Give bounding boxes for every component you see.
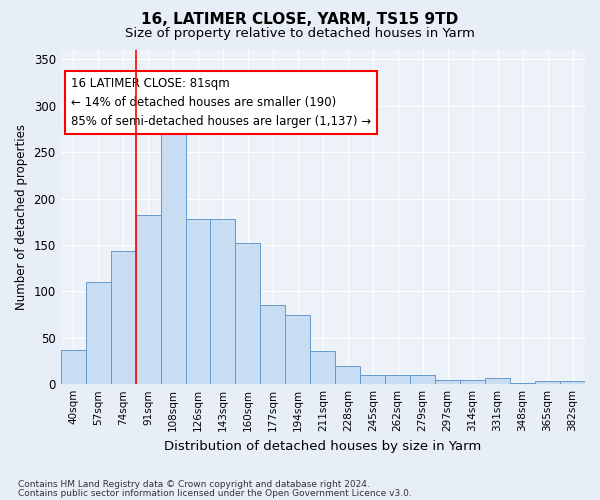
Bar xyxy=(260,306,286,384)
Text: Contains public sector information licensed under the Open Government Licence v3: Contains public sector information licen… xyxy=(18,488,412,498)
Bar xyxy=(435,380,460,384)
Text: 16 LATIMER CLOSE: 81sqm
← 14% of detached houses are smaller (190)
85% of semi-d: 16 LATIMER CLOSE: 81sqm ← 14% of detache… xyxy=(71,76,371,128)
Text: Size of property relative to detached houses in Yarm: Size of property relative to detached ho… xyxy=(125,28,475,40)
Bar xyxy=(136,215,161,384)
Bar xyxy=(235,243,260,384)
Bar xyxy=(335,366,360,384)
Bar xyxy=(185,219,211,384)
Bar xyxy=(485,378,510,384)
Bar xyxy=(61,350,86,384)
Bar xyxy=(410,375,435,384)
Bar xyxy=(310,351,335,384)
Bar xyxy=(110,252,136,384)
Text: 16, LATIMER CLOSE, YARM, TS15 9TD: 16, LATIMER CLOSE, YARM, TS15 9TD xyxy=(142,12,458,28)
Bar xyxy=(460,380,485,384)
X-axis label: Distribution of detached houses by size in Yarm: Distribution of detached houses by size … xyxy=(164,440,481,452)
Bar xyxy=(360,375,385,384)
Bar xyxy=(161,120,185,384)
Bar xyxy=(86,282,110,384)
Bar xyxy=(211,219,235,384)
Bar xyxy=(385,375,410,384)
Y-axis label: Number of detached properties: Number of detached properties xyxy=(15,124,28,310)
Bar xyxy=(535,382,560,384)
Bar xyxy=(560,382,585,384)
Bar xyxy=(286,314,310,384)
Text: Contains HM Land Registry data © Crown copyright and database right 2024.: Contains HM Land Registry data © Crown c… xyxy=(18,480,370,489)
